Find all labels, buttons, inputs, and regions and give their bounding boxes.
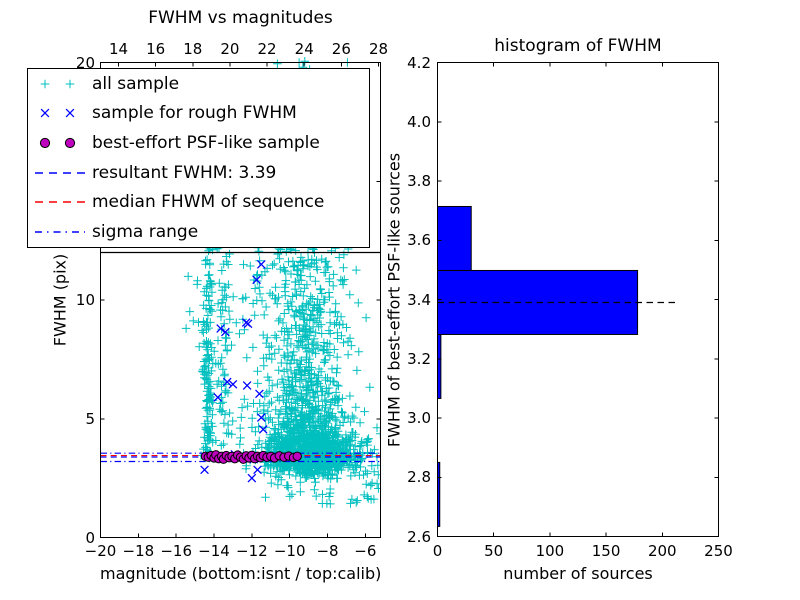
right-xtick: 150	[591, 542, 621, 560]
line-style-icon	[35, 231, 85, 233]
legend-label: resultant FWHM: 3.39	[92, 162, 277, 183]
left-plot-xlabel: magnitude (bottom:isnt / top:calib)	[100, 564, 382, 583]
legend-entry-4: median FHWM of sequence	[28, 188, 369, 217]
right-ytick: 4.0	[407, 112, 431, 131]
legend-label: sample for rough FWHM	[92, 103, 297, 124]
right-xtick: 200	[647, 542, 677, 560]
left-xtick-top: 14	[108, 40, 129, 58]
left-xtick-top: 20	[220, 40, 240, 58]
left-plot-title: FWHM vs magnitudes	[148, 8, 333, 28]
line-style-icon	[35, 172, 85, 174]
right-ytick: 3.6	[407, 231, 431, 250]
left-xtick-top: 26	[331, 40, 351, 58]
right-ytick: 3.4	[407, 290, 431, 309]
legend: all sample sample for rough FWHM best-effo…	[27, 68, 370, 248]
legend-label: best-effort PSF-like sample	[92, 133, 320, 154]
left-xtick-top: 28	[368, 40, 389, 58]
legend-entry-1: sample for rough FWHM	[28, 99, 369, 128]
right-ytick: 3.2	[407, 349, 431, 368]
legend-label: all sample	[92, 73, 180, 94]
right-ytick: 4.2	[407, 53, 431, 72]
left-xtick-bottom: −14	[198, 542, 230, 560]
left-xtick-top: 22	[257, 40, 277, 58]
left-xtick-bottom: −16	[160, 542, 192, 560]
right-ytick: 3.8	[407, 172, 431, 190]
legend-entry-2: best-effort PSF-like sample	[28, 129, 369, 158]
legend-label: sigma range	[92, 222, 199, 243]
left-xtick-top: 18	[183, 40, 203, 58]
right-ytick: 2.8	[407, 468, 431, 487]
right-ytick: 3.0	[407, 409, 431, 427]
left-ytick: 20	[75, 53, 95, 72]
right-xtick: 0	[432, 542, 443, 560]
right-xtick: 100	[535, 542, 565, 560]
left-plot-canvas	[100, 57, 381, 538]
circle-marker-icon	[39, 138, 76, 149]
right-plot-title: histogram of FWHM	[494, 36, 662, 56]
left-xtick-bottom: −8	[316, 542, 339, 560]
right-xtick: 250	[704, 542, 733, 560]
right-plot-canvas	[437, 62, 719, 537]
plus-marker-icon	[40, 79, 75, 89]
left-xtick-bottom: −6	[354, 542, 377, 560]
right-xtick: 50	[484, 542, 504, 560]
left-xtick-top: 16	[146, 40, 166, 58]
left-xtick-bottom: −18	[122, 542, 155, 560]
legend-label: median FHWM of sequence	[92, 192, 325, 213]
left-ytick: 5	[85, 409, 95, 428]
left-ytick: 10	[75, 291, 95, 309]
left-xtick-bottom: −10	[273, 542, 306, 560]
right-ytick: 2.6	[407, 527, 431, 546]
right-plot-xlabel: number of sources	[503, 564, 653, 583]
legend-entry-5: sigma range	[28, 218, 369, 247]
left-xtick-bottom: −20	[84, 542, 117, 560]
line-style-icon	[35, 201, 85, 204]
left-xtick-top: 24	[294, 40, 314, 58]
left-ytick: 0	[85, 528, 95, 547]
legend-entry-0: all sample	[28, 69, 369, 98]
legend-entry-3: resultant FWHM: 3.39	[28, 158, 369, 187]
cross-marker-icon	[40, 109, 75, 118]
left-xtick-bottom: −12	[236, 542, 268, 560]
